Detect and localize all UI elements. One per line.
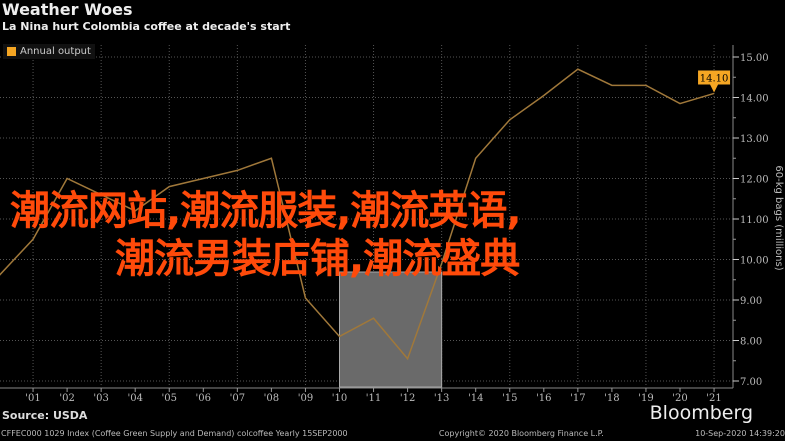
x-tick-label: '12	[400, 393, 415, 404]
x-tick-label: '09	[298, 393, 313, 404]
x-tick-label: '19	[638, 393, 653, 404]
y-tick-label: 10.00	[740, 256, 769, 267]
y-tick-label: 7.00	[740, 377, 762, 388]
x-tick-label: '17	[570, 393, 585, 404]
last-value-tag	[698, 70, 731, 93]
copyright: Copyright© 2020 Bloomberg Finance L.P.	[438, 429, 604, 438]
y-tick-label: 11.00	[740, 215, 769, 226]
y-tick-label: 9.00	[740, 296, 762, 307]
bloomberg-logo: Bloomberg	[649, 402, 753, 424]
last-value-label: 14.10	[700, 73, 729, 84]
x-tick-label: '02	[59, 393, 74, 404]
chart-title: Weather Woes	[2, 0, 133, 19]
x-tick-label: '18	[604, 393, 619, 404]
index-info: CFFEC000 1029 Index (Coffee Green Supply…	[1, 429, 348, 438]
timestamp: 10-Sep-2020 14:39:20	[695, 429, 785, 438]
chart-subtitle: La Nina hurt Colombia coffee at decade's…	[2, 20, 291, 33]
x-tick-label: '06	[196, 393, 211, 404]
footer-info: CFFEC000 1029 Index (Coffee Green Supply…	[1, 429, 785, 438]
y-tick-label: 15.00	[740, 53, 769, 64]
x-tick-label: '04	[127, 393, 142, 404]
x-tick-label: '05	[162, 393, 177, 404]
overlay-text-line1: 潮流网站,潮流服装,潮流英语,	[10, 188, 522, 234]
x-tick-label: '21	[706, 393, 721, 404]
x-tick-label: '13	[434, 393, 449, 404]
series-line	[0, 68, 715, 361]
x-tick-label: '08	[264, 393, 279, 404]
x-tick-label: '03	[93, 393, 108, 404]
legend: Annual output	[3, 44, 95, 59]
x-tick-label: '07	[230, 393, 245, 404]
legend-swatch	[7, 47, 16, 56]
x-tick-label: '10	[332, 393, 347, 404]
x-tick-label: '20	[672, 393, 687, 404]
y-tick-label: 14.00	[740, 94, 769, 105]
x-tick-label: '16	[536, 393, 551, 404]
highlight-region	[339, 271, 443, 388]
y-tick-label: 13.00	[740, 134, 769, 145]
y-tick-label: 12.00	[740, 175, 769, 186]
x-tick-label: '11	[366, 393, 381, 404]
x-tick-label: '01	[25, 393, 40, 404]
y-tick-label: 8.00	[740, 337, 762, 348]
overlay-text-line2: 潮流男装店铺,潮流盛典	[115, 236, 520, 282]
x-tick-label: '15	[502, 393, 517, 404]
source-note: Source: USDA	[2, 409, 88, 422]
legend-label: Annual output	[20, 46, 91, 57]
y-axis-label: 60-kg bags (millions)	[773, 165, 784, 270]
x-tick-label: '14	[468, 393, 483, 404]
